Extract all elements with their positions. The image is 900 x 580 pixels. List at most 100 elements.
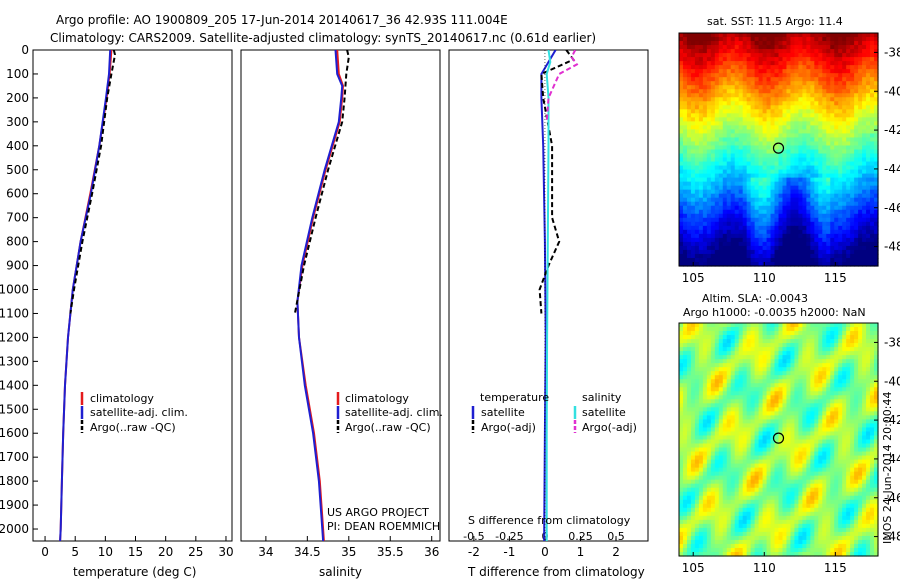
heatmap-cell xyxy=(694,411,700,416)
heatmap-cell xyxy=(806,355,811,360)
heatmap-cell xyxy=(754,323,760,328)
heatmap-cell xyxy=(706,443,712,449)
heatmap-cell xyxy=(798,323,803,328)
heatmap-cell xyxy=(810,57,815,62)
heatmap-cell xyxy=(706,209,712,215)
heatmap-cell xyxy=(750,383,756,388)
heatmap-cell xyxy=(706,323,712,328)
heatmap-cell xyxy=(682,327,688,332)
heatmap-cell xyxy=(818,217,823,223)
heatmap-cell xyxy=(746,253,752,259)
heatmap-cell xyxy=(782,173,788,179)
heatmap-cell xyxy=(762,419,768,425)
heatmap-cell xyxy=(714,347,720,352)
heatmap-cell xyxy=(770,225,776,231)
heatmap-cell xyxy=(846,351,851,356)
temperature-tick-labels: 0 5 10 15 20 25 30 xyxy=(41,536,234,559)
heatmap-cell xyxy=(738,105,744,110)
heatmap-cell xyxy=(866,323,871,328)
heatmap-cell xyxy=(822,217,827,223)
heatmap-cell xyxy=(798,415,803,421)
heatmap-cell xyxy=(730,173,736,179)
heatmap-cell xyxy=(758,451,764,457)
heatmap-cell xyxy=(874,213,879,219)
heatmap-cell xyxy=(818,351,823,356)
heatmap-cell xyxy=(786,113,792,118)
heatmap-cell xyxy=(698,335,704,340)
heatmap-cell xyxy=(810,213,815,219)
heatmap-cell xyxy=(702,233,708,239)
heatmap-cell xyxy=(850,129,855,135)
heatmap-cell xyxy=(814,383,819,388)
heatmap-cell xyxy=(802,65,807,70)
heatmap-cell xyxy=(874,121,879,126)
heatmap-cell xyxy=(830,387,835,392)
heatmap-cell xyxy=(830,173,835,179)
heatmap-cell xyxy=(854,367,859,372)
heatmap-cell xyxy=(866,355,871,360)
heatmap-cell xyxy=(710,173,716,179)
heatmap-cell xyxy=(810,221,815,227)
legend-argo-label: Argo(..raw -QC) xyxy=(90,421,176,434)
heatmap-cell xyxy=(746,241,752,247)
heatmap-cell xyxy=(866,423,871,429)
heatmap-cell xyxy=(706,173,712,179)
heatmap-cell xyxy=(714,93,720,98)
heatmap-cell xyxy=(698,65,704,70)
heatmap-cell xyxy=(758,367,764,372)
heatmap-cell xyxy=(850,53,855,58)
heatmap-cell xyxy=(818,399,823,404)
argo-position-marker xyxy=(772,142,785,154)
heatmap-cell xyxy=(834,443,839,449)
heatmap-cell xyxy=(842,97,847,102)
heatmap-cell xyxy=(826,153,831,159)
heatmap-cell xyxy=(746,431,752,437)
heatmap-cell xyxy=(694,431,700,437)
heatmap-cell xyxy=(722,69,728,74)
heatmap-cell xyxy=(826,121,831,126)
heatmap-cell xyxy=(690,89,696,94)
heatmap-cell xyxy=(854,447,859,453)
heatmap-cell xyxy=(754,261,760,267)
heatmap-cell xyxy=(686,327,692,332)
heatmap-cell xyxy=(746,467,752,473)
heatmap-cell xyxy=(690,439,696,445)
heatmap-cell xyxy=(826,451,831,457)
heatmap-cell xyxy=(730,117,736,122)
heatmap-cell xyxy=(682,137,688,143)
heatmap-cell xyxy=(862,355,867,360)
heatmap-cell xyxy=(722,45,728,50)
heatmap-cell xyxy=(810,407,815,412)
heatmap-cell xyxy=(718,37,724,42)
heatmap-cell xyxy=(718,257,724,263)
heatmap-cell xyxy=(782,117,788,122)
heatmap-cell xyxy=(866,141,871,147)
heatmap-cell xyxy=(866,45,871,50)
heatmap-cell xyxy=(854,431,859,437)
heatmap-cell xyxy=(706,347,712,352)
heatmap-cell xyxy=(734,399,740,404)
heatmap-cell xyxy=(826,395,831,400)
heatmap-cell xyxy=(858,253,863,259)
heatmap-cell xyxy=(746,81,752,86)
heatmap-cell xyxy=(814,189,819,195)
heatmap-cell xyxy=(718,49,724,54)
heatmap-cell xyxy=(846,257,851,263)
heatmap-cell xyxy=(798,383,803,388)
heatmap-cell xyxy=(694,249,700,255)
heatmap-cell xyxy=(854,49,859,54)
heatmap-cell xyxy=(718,101,724,106)
heatmap-cell xyxy=(766,387,772,392)
heatmap-cell xyxy=(698,149,704,155)
heatmap-cell xyxy=(702,89,708,94)
heatmap-cell xyxy=(794,61,799,66)
heatmap-cell xyxy=(814,185,819,191)
heatmap-cell xyxy=(722,347,728,352)
heatmap-cell xyxy=(782,435,788,441)
heatmap-cell xyxy=(850,169,855,175)
heatmap-cell xyxy=(774,371,780,376)
heatmap-cell xyxy=(726,225,732,231)
heatmap-cell xyxy=(679,419,684,425)
heatmap-cell xyxy=(682,149,688,155)
heatmap-cell xyxy=(762,439,768,445)
